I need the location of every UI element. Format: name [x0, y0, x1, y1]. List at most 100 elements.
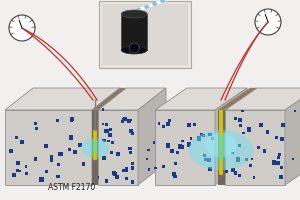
Polygon shape: [280, 166, 283, 169]
Polygon shape: [16, 169, 19, 172]
Polygon shape: [107, 140, 110, 142]
Polygon shape: [187, 123, 191, 127]
Polygon shape: [50, 155, 52, 158]
Polygon shape: [105, 123, 108, 126]
Polygon shape: [251, 158, 253, 160]
Polygon shape: [131, 166, 134, 170]
Polygon shape: [176, 151, 179, 154]
Bar: [92, 110, 98, 185]
Polygon shape: [20, 140, 24, 144]
Polygon shape: [115, 175, 119, 179]
Polygon shape: [202, 134, 205, 137]
Polygon shape: [129, 151, 132, 154]
Polygon shape: [166, 122, 170, 126]
Polygon shape: [104, 129, 109, 133]
Polygon shape: [278, 153, 281, 156]
Polygon shape: [259, 123, 263, 127]
Polygon shape: [125, 167, 128, 170]
Bar: [102, 4, 188, 65]
Polygon shape: [182, 140, 184, 142]
Polygon shape: [204, 158, 207, 161]
Polygon shape: [130, 119, 132, 121]
Polygon shape: [113, 172, 117, 176]
Polygon shape: [102, 139, 105, 141]
Polygon shape: [245, 158, 248, 161]
Polygon shape: [78, 143, 82, 147]
Polygon shape: [56, 119, 59, 122]
Polygon shape: [125, 169, 128, 172]
Ellipse shape: [81, 138, 109, 158]
Polygon shape: [280, 137, 284, 141]
Polygon shape: [125, 177, 128, 180]
Polygon shape: [279, 175, 284, 179]
Polygon shape: [92, 88, 120, 185]
Polygon shape: [215, 88, 247, 185]
Polygon shape: [131, 180, 134, 184]
Polygon shape: [9, 149, 14, 153]
Polygon shape: [276, 161, 280, 165]
Bar: [121, 14, 147, 50]
Polygon shape: [155, 110, 215, 185]
Polygon shape: [82, 162, 85, 166]
Polygon shape: [168, 119, 171, 122]
Polygon shape: [5, 110, 92, 185]
Polygon shape: [234, 117, 237, 120]
Polygon shape: [56, 175, 60, 178]
Polygon shape: [170, 149, 174, 153]
Polygon shape: [111, 141, 114, 144]
Polygon shape: [239, 124, 242, 127]
Circle shape: [255, 9, 281, 35]
Polygon shape: [173, 175, 177, 178]
Polygon shape: [131, 162, 134, 165]
Polygon shape: [50, 158, 53, 162]
Polygon shape: [193, 123, 196, 126]
Polygon shape: [68, 148, 71, 151]
Polygon shape: [292, 158, 295, 160]
Polygon shape: [25, 165, 28, 168]
Polygon shape: [131, 132, 134, 135]
Polygon shape: [122, 169, 125, 172]
Polygon shape: [162, 165, 165, 168]
Bar: [219, 110, 223, 175]
Polygon shape: [34, 157, 37, 161]
Polygon shape: [112, 171, 116, 175]
Polygon shape: [166, 143, 170, 148]
Polygon shape: [101, 108, 104, 111]
Polygon shape: [70, 117, 74, 121]
Polygon shape: [162, 125, 165, 128]
Bar: [93, 140, 97, 152]
Polygon shape: [92, 88, 126, 110]
Polygon shape: [116, 152, 120, 156]
Polygon shape: [16, 161, 20, 165]
Polygon shape: [12, 173, 16, 177]
Polygon shape: [249, 164, 252, 167]
Polygon shape: [5, 88, 120, 110]
Ellipse shape: [188, 130, 254, 170]
Polygon shape: [220, 128, 222, 131]
Polygon shape: [70, 119, 74, 122]
Polygon shape: [294, 110, 296, 112]
Ellipse shape: [121, 10, 147, 18]
Polygon shape: [39, 177, 44, 182]
Polygon shape: [266, 130, 269, 133]
Polygon shape: [272, 160, 276, 165]
Polygon shape: [98, 110, 138, 185]
FancyBboxPatch shape: [99, 1, 191, 68]
Polygon shape: [44, 144, 48, 148]
Polygon shape: [34, 122, 37, 125]
Polygon shape: [154, 167, 157, 169]
Polygon shape: [253, 176, 255, 179]
Polygon shape: [190, 137, 192, 140]
Polygon shape: [96, 176, 99, 179]
Polygon shape: [236, 157, 240, 162]
Polygon shape: [238, 118, 242, 122]
Polygon shape: [238, 174, 241, 177]
Polygon shape: [257, 146, 260, 149]
Polygon shape: [174, 162, 177, 165]
Polygon shape: [129, 129, 133, 133]
Ellipse shape: [206, 132, 236, 158]
Polygon shape: [45, 170, 48, 173]
Polygon shape: [73, 150, 77, 154]
Polygon shape: [225, 110, 285, 185]
Polygon shape: [138, 88, 166, 185]
